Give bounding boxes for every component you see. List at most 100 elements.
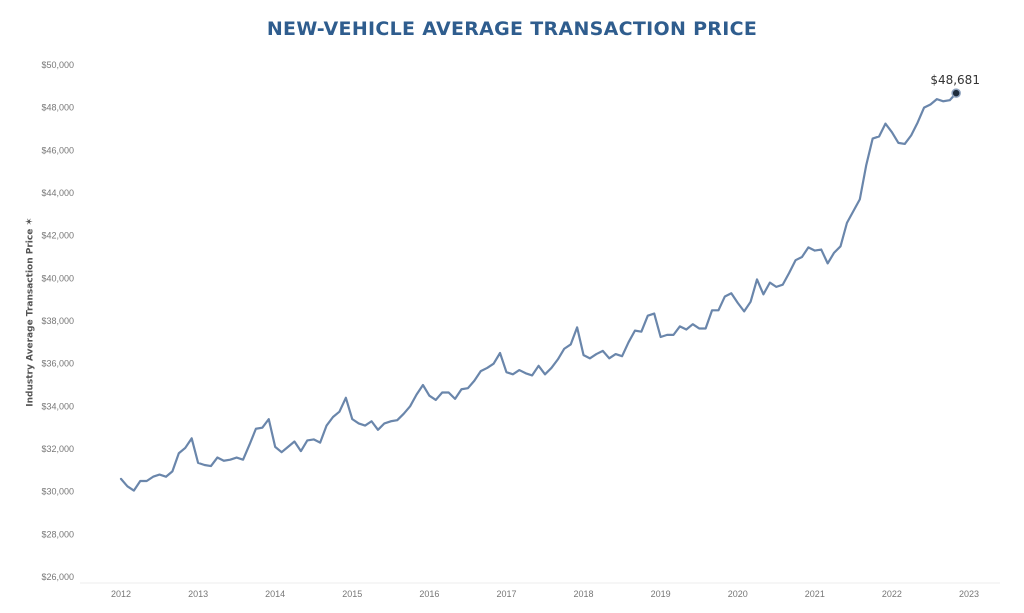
data-point[interactable] xyxy=(208,463,214,469)
data-point[interactable] xyxy=(491,361,497,367)
data-point[interactable] xyxy=(793,257,799,263)
data-point[interactable] xyxy=(561,346,567,352)
data-point[interactable] xyxy=(626,339,632,345)
data-point[interactable] xyxy=(330,414,336,420)
data-point[interactable] xyxy=(311,436,317,442)
data-point[interactable] xyxy=(189,435,195,441)
data-point[interactable] xyxy=(298,448,304,454)
data-point[interactable] xyxy=(324,423,330,429)
data-point[interactable] xyxy=(375,427,381,433)
data-point[interactable] xyxy=(658,334,664,340)
data-point[interactable] xyxy=(741,308,747,314)
data-point[interactable] xyxy=(600,348,606,354)
data-point[interactable] xyxy=(433,397,439,403)
data-point[interactable] xyxy=(124,483,130,489)
data-point[interactable] xyxy=(645,313,651,319)
data-point[interactable] xyxy=(503,369,509,375)
data-point[interactable] xyxy=(536,363,542,369)
data-point[interactable] xyxy=(356,420,362,426)
data-point[interactable] xyxy=(279,449,285,455)
data-point[interactable] xyxy=(484,365,490,371)
data-point[interactable] xyxy=(818,247,824,253)
data-point[interactable] xyxy=(638,329,644,335)
data-point[interactable] xyxy=(304,437,310,443)
data-point[interactable] xyxy=(940,98,946,104)
data-point[interactable] xyxy=(246,442,252,448)
data-point[interactable] xyxy=(144,478,150,484)
data-point[interactable] xyxy=(221,458,227,464)
data-point[interactable] xyxy=(670,332,676,338)
data-point[interactable] xyxy=(825,260,831,266)
data-point[interactable] xyxy=(882,121,888,127)
data-point[interactable] xyxy=(651,311,657,317)
data-point[interactable] xyxy=(754,276,760,282)
data-point[interactable] xyxy=(291,439,297,445)
data-point[interactable] xyxy=(555,356,561,362)
data-point[interactable] xyxy=(272,444,278,450)
data-point[interactable] xyxy=(414,392,420,398)
data-point[interactable] xyxy=(336,409,342,415)
data-point[interactable] xyxy=(838,243,844,249)
data-point[interactable] xyxy=(401,411,407,417)
data-point[interactable] xyxy=(863,162,869,168)
data-point[interactable] xyxy=(510,371,516,377)
data-point[interactable] xyxy=(690,321,696,327)
data-point[interactable] xyxy=(593,351,599,357)
data-point[interactable] xyxy=(465,385,471,391)
data-point[interactable] xyxy=(831,250,837,256)
data-point[interactable] xyxy=(407,403,413,409)
data-point[interactable] xyxy=(266,416,272,422)
data-point[interactable] xyxy=(619,353,625,359)
data-point[interactable] xyxy=(227,457,233,463)
data-point[interactable] xyxy=(709,307,715,313)
data-point[interactable] xyxy=(606,355,612,361)
data-point[interactable] xyxy=(285,444,291,450)
data-point[interactable] xyxy=(703,325,709,331)
data-point[interactable] xyxy=(715,307,721,313)
data-point[interactable] xyxy=(195,460,201,466)
data-point[interactable] xyxy=(118,476,124,482)
data-point[interactable] xyxy=(844,220,850,226)
data-point[interactable] xyxy=(471,378,477,384)
data-point[interactable] xyxy=(234,455,240,461)
data-point[interactable] xyxy=(632,328,638,334)
data-point[interactable] xyxy=(773,284,779,290)
data-point[interactable] xyxy=(548,365,554,371)
last-point-marker[interactable] xyxy=(951,88,961,98)
data-point[interactable] xyxy=(349,416,355,422)
data-point[interactable] xyxy=(927,101,933,107)
data-point[interactable] xyxy=(677,323,683,329)
data-point[interactable] xyxy=(895,140,901,146)
data-point[interactable] xyxy=(947,97,953,103)
data-point[interactable] xyxy=(908,132,914,138)
data-point[interactable] xyxy=(921,105,927,111)
data-point[interactable] xyxy=(163,474,169,480)
data-point[interactable] xyxy=(388,418,394,424)
data-point[interactable] xyxy=(760,291,766,297)
data-point[interactable] xyxy=(581,352,587,358)
data-point[interactable] xyxy=(876,133,882,139)
data-point[interactable] xyxy=(426,393,432,399)
data-point[interactable] xyxy=(812,248,818,254)
data-point[interactable] xyxy=(696,325,702,331)
data-point[interactable] xyxy=(150,474,156,480)
data-point[interactable] xyxy=(523,370,529,376)
data-point[interactable] xyxy=(169,468,175,474)
data-point[interactable] xyxy=(369,418,375,424)
data-point[interactable] xyxy=(889,129,895,135)
data-point[interactable] xyxy=(850,208,856,214)
data-point[interactable] xyxy=(722,293,728,299)
data-point[interactable] xyxy=(748,299,754,305)
data-point[interactable] xyxy=(902,141,908,147)
data-point[interactable] xyxy=(253,426,259,432)
data-point[interactable] xyxy=(240,457,246,463)
data-point[interactable] xyxy=(182,445,188,451)
data-point[interactable] xyxy=(362,423,368,429)
data-point[interactable] xyxy=(137,478,143,484)
data-point[interactable] xyxy=(516,367,522,373)
data-point[interactable] xyxy=(202,462,208,468)
data-point[interactable] xyxy=(214,455,220,461)
data-point[interactable] xyxy=(317,440,323,446)
data-point[interactable] xyxy=(568,341,574,347)
data-point[interactable] xyxy=(728,290,734,296)
